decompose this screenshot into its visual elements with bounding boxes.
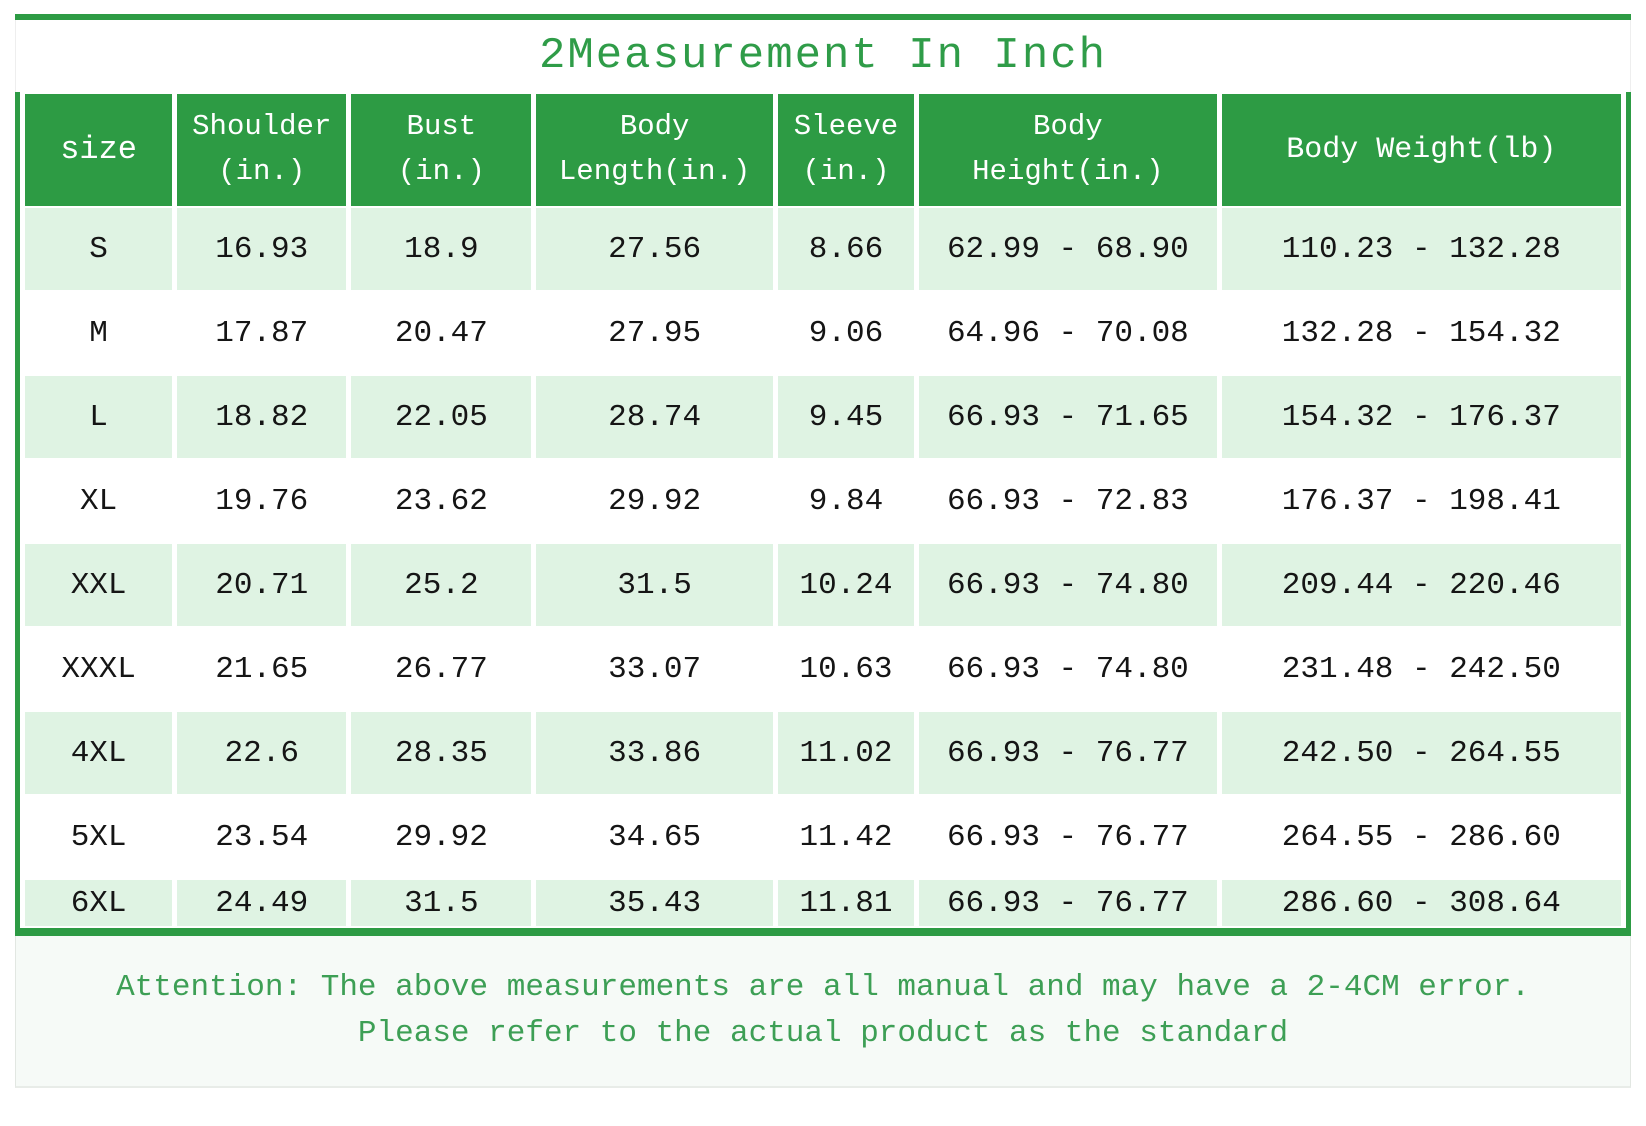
value-cell: 16.93 [177, 208, 347, 290]
column-header-5: Body Height(in.) [919, 94, 1217, 206]
column-header-3: Body Length(in.) [536, 94, 773, 206]
table-row-XXXL: XXXL 21.65 26.77 33.07 10.63 66.93 - 74.80 231… [25, 628, 1621, 710]
value-cell: 64.96 - 70.08 [919, 292, 1217, 374]
value-cell: 209.44 - 220.46 [1221, 544, 1621, 626]
value-cell: 9.45 [777, 376, 915, 458]
value-cell: 33.07 [536, 628, 773, 710]
value-cell: 66.93 - 76.77 [919, 796, 1217, 878]
value-cell: 27.95 [536, 292, 773, 374]
size-cell: L [25, 376, 173, 458]
value-cell: 21.65 [177, 628, 347, 710]
value-cell: 18.9 [351, 208, 532, 290]
table-row-4XL: 4XL 22.6 28.35 33.86 11.02 66.93 - 76.77 242.5… [25, 712, 1621, 794]
table-body: S 16.93 18.9 27.56 8.66 62.99 - 68.90 110.23 -… [25, 208, 1621, 926]
top-border-line [15, 14, 1631, 20]
value-cell: 132.28 - 154.32 [1221, 292, 1621, 374]
value-cell: 24.49 [177, 880, 347, 926]
value-cell: 286.60 - 308.64 [1221, 880, 1621, 926]
value-cell: 11.81 [777, 880, 915, 926]
size-cell: 5XL [25, 796, 173, 878]
attention-note: Attention: The above measurements are al… [15, 936, 1631, 1088]
value-cell: 264.55 - 286.60 [1221, 796, 1621, 878]
value-cell: 66.93 - 74.80 [919, 628, 1217, 710]
column-header-2: Bust (in.) [351, 94, 532, 206]
value-cell: 62.99 - 68.90 [919, 208, 1217, 290]
value-cell: 10.24 [777, 544, 915, 626]
size-cell: XXXL [25, 628, 173, 710]
value-cell: 28.74 [536, 376, 773, 458]
value-cell: 27.56 [536, 208, 773, 290]
value-cell: 23.54 [177, 796, 347, 878]
attention-line-1: Attention: The above measurements are al… [116, 969, 1530, 1005]
table-row-XXL: XXL 20.71 25.2 31.5 10.24 66.93 - 74.80 209.44… [25, 544, 1621, 626]
value-cell: 33.86 [536, 712, 773, 794]
table-row-L: L 18.82 22.05 28.74 9.45 66.93 - 71.65 154.32 … [25, 376, 1621, 458]
size-cell: XL [25, 460, 173, 542]
value-cell: 25.2 [351, 544, 532, 626]
size-cell: S [25, 208, 173, 290]
value-cell: 242.50 - 264.55 [1221, 712, 1621, 794]
value-cell: 17.87 [177, 292, 347, 374]
value-cell: 66.93 - 74.80 [919, 544, 1217, 626]
measurement-table: size Shoulder (in.) Bust (in.) Body Length(… [20, 92, 1626, 928]
size-cell: XXL [25, 544, 173, 626]
value-cell: 66.93 - 76.77 [919, 712, 1217, 794]
value-cell: 22.6 [177, 712, 347, 794]
value-cell: 34.65 [536, 796, 773, 878]
column-header-6: Body Weight(lb) [1221, 94, 1621, 206]
value-cell: 176.37 - 198.41 [1221, 460, 1621, 542]
size-cell: M [25, 292, 173, 374]
value-cell: 31.5 [351, 880, 532, 926]
table-row-XL: XL 19.76 23.62 29.92 9.84 66.93 - 72.83 176.37… [25, 460, 1621, 542]
value-cell: 110.23 - 132.28 [1221, 208, 1621, 290]
size-cell: 4XL [25, 712, 173, 794]
size-chart-table: size Shoulder (in.) Bust (in.) Body Length(… [15, 92, 1631, 936]
value-cell: 22.05 [351, 376, 532, 458]
table-row-M: M 17.87 20.47 27.95 9.06 64.96 - 70.08 132.28 … [25, 292, 1621, 374]
value-cell: 20.71 [177, 544, 347, 626]
value-cell: 231.48 - 242.50 [1221, 628, 1621, 710]
page-title: 2Measurement In Inch [15, 20, 1631, 92]
column-header-0: size [25, 94, 173, 206]
value-cell: 23.62 [351, 460, 532, 542]
attention-line-2: Please refer to the actual product as th… [357, 1016, 1289, 1051]
value-cell: 31.5 [536, 544, 773, 626]
value-cell: 18.82 [177, 376, 347, 458]
table-row-S: S 16.93 18.9 27.56 8.66 62.99 - 68.90 110.23 -… [25, 208, 1621, 290]
column-header-4: Sleeve (in.) [777, 94, 915, 206]
value-cell: 9.84 [777, 460, 915, 542]
table-row-6XL: 6XL 24.49 31.5 35.43 11.81 66.93 - 76.77 286.6… [25, 880, 1621, 926]
value-cell: 10.63 [777, 628, 915, 710]
value-cell: 35.43 [536, 880, 773, 926]
value-cell: 9.06 [777, 292, 915, 374]
header-row: size Shoulder (in.) Bust (in.) Body Length(… [25, 94, 1621, 206]
value-cell: 20.47 [351, 292, 532, 374]
column-header-1: Shoulder (in.) [177, 94, 347, 206]
value-cell: 19.76 [177, 460, 347, 542]
table-row-5XL: 5XL 23.54 29.92 34.65 11.42 66.93 - 76.77 264.… [25, 796, 1621, 878]
value-cell: 29.92 [351, 796, 532, 878]
value-cell: 8.66 [777, 208, 915, 290]
value-cell: 11.42 [777, 796, 915, 878]
value-cell: 66.93 - 76.77 [919, 880, 1217, 926]
size-cell: 6XL [25, 880, 173, 926]
table-header: size Shoulder (in.) Bust (in.) Body Length(… [25, 94, 1621, 206]
value-cell: 66.93 - 71.65 [919, 376, 1217, 458]
value-cell: 29.92 [536, 460, 773, 542]
value-cell: 26.77 [351, 628, 532, 710]
value-cell: 11.02 [777, 712, 915, 794]
value-cell: 66.93 - 72.83 [919, 460, 1217, 542]
value-cell: 28.35 [351, 712, 532, 794]
value-cell: 154.32 - 176.37 [1221, 376, 1621, 458]
